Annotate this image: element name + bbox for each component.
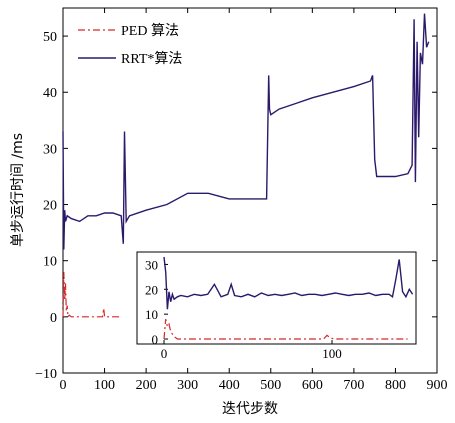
x-axis-label: 迭代步数 — [222, 401, 278, 417]
main-x-tick-label: 900 — [427, 378, 448, 393]
main-x-tick-label: 300 — [177, 378, 198, 393]
inset-plot-frame — [136, 251, 417, 345]
inset-x-tick-label: 100 — [322, 346, 342, 361]
inset-y-tick-label: 10 — [145, 307, 158, 322]
inset-y-tick-label: 0 — [152, 332, 159, 347]
main-y-tick-label: 20 — [43, 199, 57, 214]
legend: PED 算法 RRT*算法 — [78, 23, 182, 67]
inset-x-tick-label: 0 — [161, 346, 168, 361]
y-axis-label: 单步运行时间 /ms — [10, 133, 26, 247]
main-x-tick-label: 700 — [343, 378, 364, 393]
inset-series-lines — [163, 256, 414, 340]
main-series-lines — [62, 13, 430, 319]
main-x-tick-label: 600 — [302, 378, 323, 393]
main-y-tick-label: −10 — [35, 367, 57, 382]
main-x-tick-label: 0 — [60, 378, 67, 393]
inset-series-line-1 — [163, 256, 414, 310]
main-y-tick-label: 40 — [43, 86, 57, 101]
main-x-tick-label: 100 — [94, 378, 115, 393]
inset-axis-ticks: 0 100 0 10 20 30 — [145, 257, 342, 361]
main-x-tick-label: 400 — [219, 378, 240, 393]
main-series-line-0 — [62, 271, 120, 319]
legend-label-ped: PED 算法 — [121, 23, 179, 39]
inset-y-tick-label: 30 — [145, 257, 158, 272]
legend-label-rrt: RRT*算法 — [121, 51, 182, 67]
main-x-tick-label: 200 — [136, 378, 157, 393]
main-y-tick-label: 50 — [43, 30, 57, 45]
inset-y-tick-label: 20 — [145, 282, 158, 297]
main-x-tick-label: 500 — [260, 378, 281, 393]
main-axis-ticks: 0 100 200 300 400 500 600 700 800 900−10010203040… — [35, 8, 448, 393]
inset-series-line-0 — [163, 318, 408, 340]
main-y-tick-label: 30 — [43, 142, 57, 157]
main-y-tick-label: 10 — [43, 255, 57, 270]
main-series-line-1 — [62, 13, 430, 250]
main-x-tick-label: 800 — [385, 378, 406, 393]
main-y-tick-label: 0 — [50, 311, 57, 326]
